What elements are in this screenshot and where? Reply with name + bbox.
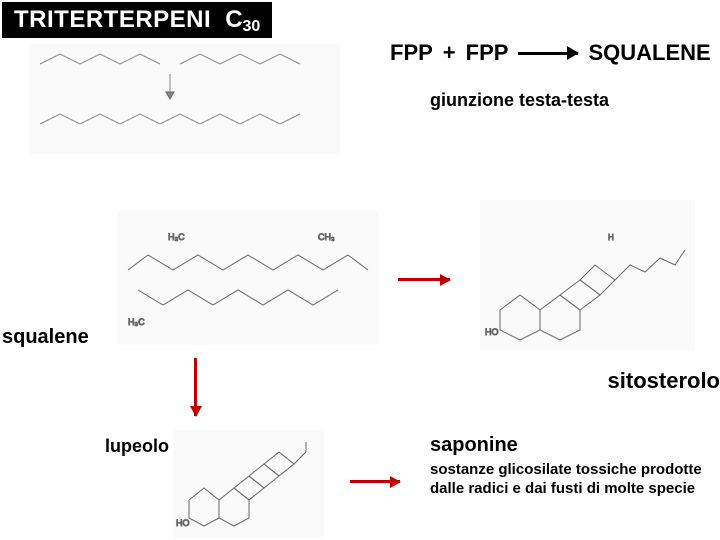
arrow-squalene-to-lupeolo xyxy=(194,358,197,416)
title-main: TRITERTERPENI xyxy=(14,6,211,34)
label-sitosterolo: sitosterolo xyxy=(608,368,720,394)
svg-text:CH₃: CH₃ xyxy=(318,232,335,242)
title-c-prefix: C xyxy=(225,6,242,34)
title-c-sub: 30 xyxy=(243,18,261,36)
subequation-text: giunzione testa-testa xyxy=(430,90,609,111)
saponine-description: sostanze glicosilate tossiche prodotte d… xyxy=(430,461,714,499)
arrow-squalene-to-sitosterolo xyxy=(398,278,450,281)
chem-structure-sitosterolo: HO H xyxy=(480,200,695,350)
equation-arrow xyxy=(518,52,578,55)
equation-lhs2: FPP xyxy=(466,40,509,66)
equation-rhs: SQUALENE xyxy=(588,40,710,66)
saponine-title: saponine xyxy=(430,434,714,457)
svg-text:H: H xyxy=(608,233,614,242)
saponine-block: saponine sostanze glicosilate tossiche p… xyxy=(430,434,714,499)
label-squalene: squalene xyxy=(2,326,89,349)
label-lupeolo: lupeolo xyxy=(105,436,169,457)
chem-structure-squalene: H₃C CH₃ H₃C xyxy=(118,210,378,345)
svg-text:H₃C: H₃C xyxy=(128,317,145,327)
equation-row: FPP + FPP SQUALENE xyxy=(390,40,711,66)
chem-structure-fpp-reaction xyxy=(30,44,340,154)
title-box: TRITERTERPENI C 30 xyxy=(2,2,272,38)
equation-lhs1: FPP xyxy=(390,40,433,66)
svg-text:HO: HO xyxy=(485,327,499,337)
svg-text:HO: HO xyxy=(176,518,190,528)
arrow-lupeolo-to-saponine xyxy=(350,480,400,483)
chem-structure-lupeolo: HO xyxy=(174,430,324,538)
svg-text:H₃C: H₃C xyxy=(168,232,185,242)
equation-plus: + xyxy=(443,40,456,66)
